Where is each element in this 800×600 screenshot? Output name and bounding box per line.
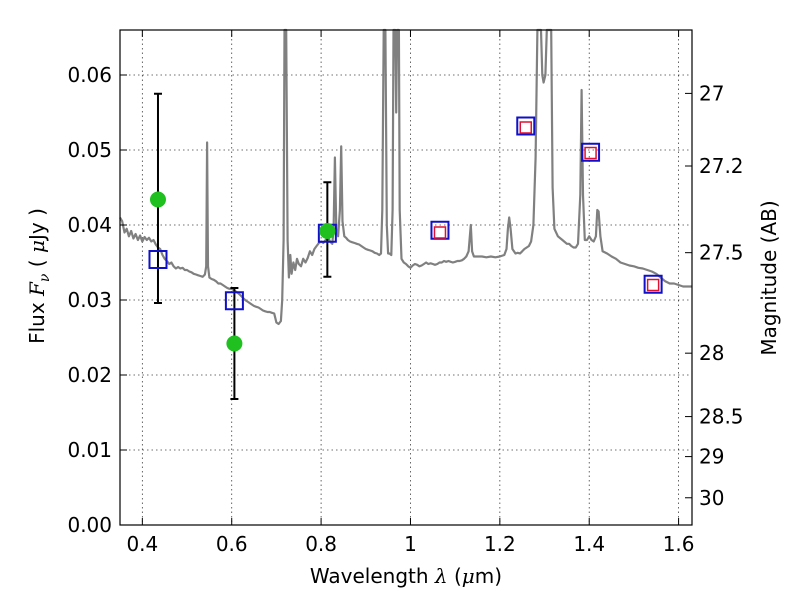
magnitude-tick-label: 28.5: [699, 405, 744, 429]
model-red-square: [646, 278, 660, 292]
observed-point: [319, 223, 336, 239]
x-tick-labels: 0.4 0.6 0.8 1 1.2 1.4 1.6: [126, 532, 694, 556]
model-red-square: [584, 146, 597, 160]
magnitude-tick-label: 30: [699, 486, 724, 510]
y-tick-label: 0.06: [67, 63, 112, 87]
error-bars: [153, 92, 332, 400]
y-tick-label: 0.00: [67, 513, 112, 537]
model-blue-square: [516, 116, 536, 136]
magnitude-tick-label: 27: [699, 81, 724, 105]
data-markers: [148, 116, 663, 352]
x-axis-title: Wavelength λ (μm): [310, 564, 502, 588]
y-tick-label: 0.03: [67, 288, 112, 312]
model-blue-square: [148, 250, 168, 269]
y2-axis-title: Magnitude (AB): [757, 200, 781, 355]
model-spectrum-line: [119, 28, 692, 326]
model-red-square: [433, 226, 447, 239]
x-tick-label: 1.6: [663, 532, 695, 556]
x-tick-label: 1: [404, 532, 417, 556]
plot-frame: [119, 29, 693, 526]
grid-lines: [120, 30, 692, 526]
y-tick-labels: 0.00 0.01 0.02 0.03 0.04 0.05 0.06: [67, 63, 112, 537]
y-tick-label: 0.04: [67, 213, 112, 237]
model-blue-square: [643, 274, 663, 294]
y-axis-title: Flux Fν ( μJy ): [25, 208, 53, 344]
magnitude-tick-label: 27.5: [699, 241, 744, 265]
observed-point: [149, 191, 166, 208]
model-blue-square: [224, 291, 244, 311]
magnitude-tick-label: 27.2: [699, 154, 744, 178]
magnitude-tick-label: 28: [699, 341, 724, 365]
axis-ticks: [120, 30, 692, 526]
magnitude-tick-labels: 27 27.2 27.5 28 28.5 29 30: [699, 81, 744, 509]
x-tick-label: 0.8: [305, 532, 337, 556]
y-tick-label: 0.01: [67, 438, 112, 462]
model-red-square: [519, 121, 533, 134]
magnitude-tick-label: 29: [699, 445, 724, 469]
x-tick-label: 0.4: [126, 532, 158, 556]
x-tick-label: 1.4: [573, 532, 605, 556]
observed-point: [226, 335, 243, 352]
x-tick-label: 1.2: [484, 532, 516, 556]
model-blue-square: [581, 142, 601, 162]
x-tick-label: 0.6: [216, 532, 248, 556]
y-tick-label: 0.05: [67, 138, 112, 162]
spectrum-layer: [119, 28, 692, 326]
y-tick-label: 0.02: [67, 363, 112, 387]
